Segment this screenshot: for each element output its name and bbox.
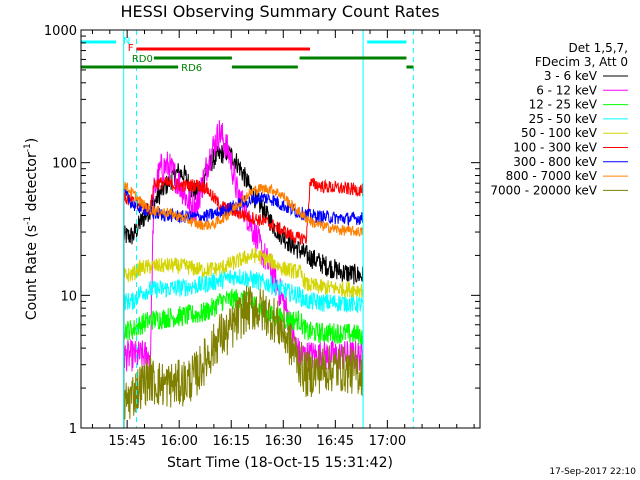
y-axis-label-exp1: -1 xyxy=(23,216,33,225)
series-100-300-kev xyxy=(123,177,364,428)
orbit-label-f: F xyxy=(128,43,134,54)
legend-label-25-50-kev: 25 - 50 keV xyxy=(529,112,598,126)
x-tick-label: 16:45 xyxy=(317,434,354,449)
orbit-label-rd6: RD6 xyxy=(181,63,202,74)
series-3-6-kev xyxy=(123,143,364,428)
y-axis-label-main: Count Rate (s xyxy=(24,225,40,320)
legend-label-6-12-kev: 6 - 12 keV xyxy=(536,83,598,97)
y-tick-label: 10 xyxy=(60,289,77,304)
x-tick-label: 16:15 xyxy=(212,434,249,449)
series-50-100-kev xyxy=(123,246,364,428)
y-axis-ticks: 1 10 100 1000 xyxy=(44,24,480,437)
orbit-label-rd0: RD0 xyxy=(132,54,153,65)
series-layer xyxy=(123,120,364,428)
x-tick-label: 16:00 xyxy=(160,434,197,449)
y-axis-label-exp2: -1 xyxy=(23,143,33,152)
x-tick-label: 17:00 xyxy=(369,434,406,449)
orbit-label-n: N xyxy=(123,36,130,47)
y-tick-label: 100 xyxy=(52,157,77,172)
x-axis-label: Start Time (18-Oct-15 15:31:42) xyxy=(167,455,393,471)
legend-label-800-7000-kev: 800 - 7000 keV xyxy=(506,169,598,183)
y-tick-label: 1 xyxy=(69,422,77,437)
legend-header-line-1: Det 1,5,7, xyxy=(569,41,629,55)
legend-label-300-800-kev: 300 - 800 keV xyxy=(513,155,597,169)
legend-label-100-300-kev: 100 - 300 keV xyxy=(513,141,597,155)
series-800-7000-kev xyxy=(123,181,364,428)
y-axis-label: Count Rate (s-1 detector-1) xyxy=(23,138,40,320)
legend-label-12-25-kev: 12 - 25 keV xyxy=(529,98,598,112)
series-25-50-kev xyxy=(123,268,364,428)
legend-label-7000-20000-kev: 7000 - 20000 keV xyxy=(490,183,597,197)
legend-header-line-2: FDecim 3, Att 0 xyxy=(535,55,628,69)
legend-label-3-6-kev: 3 - 6 keV xyxy=(544,69,598,83)
y-tick-label: 1000 xyxy=(44,24,77,39)
attenuator-lines xyxy=(123,30,414,428)
series-7000-20000-kev xyxy=(123,285,364,428)
chart-title: HESSI Observing Summary Count Rates xyxy=(120,2,439,21)
x-axis-ticks: 15:45 16:00 16:15 16:30 16:45 17:00 xyxy=(91,30,475,449)
y-axis-label-mid: detector xyxy=(24,152,40,216)
x-tick-label: 15:45 xyxy=(108,434,145,449)
footer-timestamp: 17-Sep-2017 22:10 xyxy=(549,467,636,477)
legend-label-50-100-kev: 50 - 100 keV xyxy=(521,126,598,140)
y-axis-label-end: ) xyxy=(24,138,40,143)
x-tick-label: 16:30 xyxy=(265,434,302,449)
plot-frame xyxy=(80,29,481,429)
